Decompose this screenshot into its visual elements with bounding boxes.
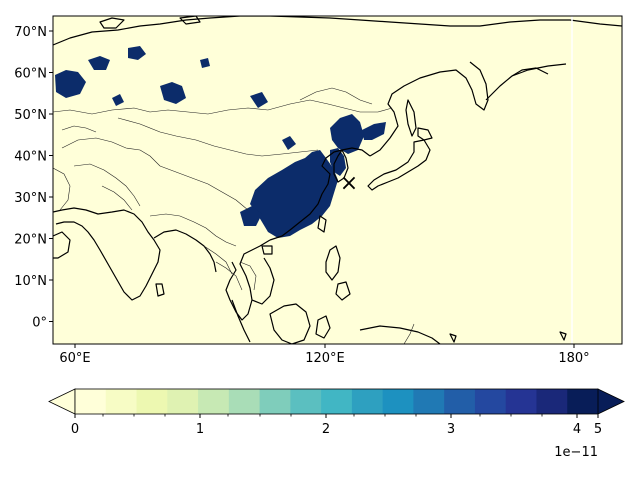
colorbar-swatch [474,389,507,414]
colorbar-tick-label: 0 [71,422,79,437]
colorbar-swatch [444,389,476,414]
latitude-axis: 70°N 60°N 50°N 40°N 30°N 20°N 10°N 0° [14,25,53,331]
lat-tick-label: 30°N [14,191,47,206]
lon-tick-label: 180° [558,351,589,366]
colorbar-multiplier: 1e−11 [554,445,598,460]
lat-tick-label: 70°N [14,25,47,40]
colorbar-swatch [321,389,353,414]
coastlines [53,16,622,344]
lat-tick-label: 20°N [14,233,47,248]
colorbar-swatch [105,389,138,414]
lat-tick-label: 10°N [14,274,47,289]
colorbar-frame [74,388,599,415]
map-frame [52,15,623,345]
colorbar-swatch [567,389,599,414]
location-marker: × [340,171,358,196]
colorbar: 0 1 2 3 4 5 1e−11 [48,388,625,460]
colorbar-swatch [505,389,537,414]
colorbar-swatch [198,389,230,414]
colorbar-max-extend [597,388,625,415]
lon-tick-label: 60°E [59,351,90,366]
colorbar-tick-label: 5 [594,422,602,437]
colorbar-tick-label: 1 [196,422,204,437]
colorbar-swatch [413,389,445,414]
colorbar-swatch [259,389,291,414]
map-panel: × [52,15,623,345]
colorbar-swatch [136,389,168,414]
lat-tick-label: 40°N [14,150,47,165]
colorbar-swatch [167,389,199,414]
colorbar-tick-label: 3 [447,422,455,437]
colorbar-swatch [351,389,384,414]
lat-tick-label: 50°N [14,108,47,123]
lat-tick-label: 0° [32,316,47,331]
emission-data-field [55,46,386,238]
colorbar-swatch [290,389,322,414]
colorbar-swatch [536,389,568,414]
colorbar-swatch [382,389,414,414]
longitude-axis: 60°E 120°E 180° [59,344,590,366]
country-borders [53,87,415,344]
colorbar-tick-label: 2 [322,422,330,437]
lat-tick-label: 60°N [14,67,47,82]
colorbar-min-extend [48,388,76,415]
colorbar-swatch [228,389,261,414]
colorbar-tick-label: 4 [573,422,581,437]
lon-tick-label: 120°E [305,351,345,366]
colorbar-swatch [75,389,107,414]
